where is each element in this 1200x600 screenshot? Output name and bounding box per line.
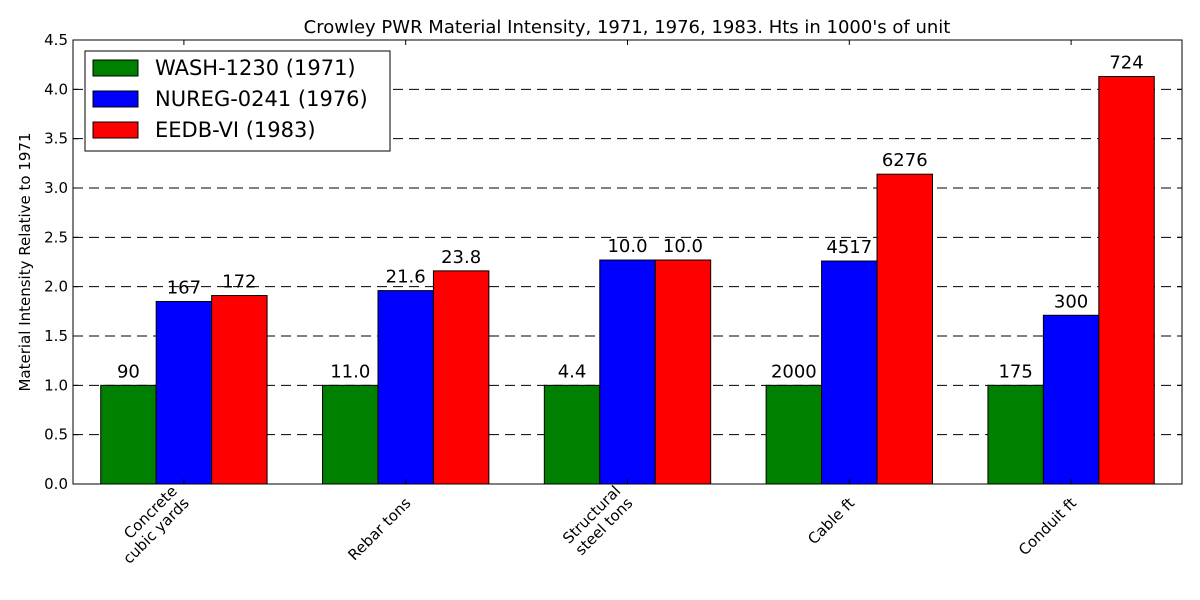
legend-label: NUREG-0241 (1976) — [155, 87, 368, 111]
bar — [654, 259, 712, 485]
bar — [1098, 76, 1155, 485]
x-tick-label-line: Rebar tons — [345, 494, 415, 564]
bar — [987, 384, 1044, 485]
data-label: 172 — [222, 272, 256, 293]
legend-swatch — [92, 59, 139, 77]
bar — [543, 384, 601, 485]
x-tick-label: Concretecubic yards — [107, 482, 193, 568]
data-labels: 90 167 172 11.0 21.6 23.8 4.4 10.0 10.0 2000 4517 6… — [117, 53, 1144, 383]
data-label: 6276 — [882, 150, 928, 171]
y-tick-label: 0.5 — [44, 426, 68, 444]
x-tick-label-line: Conduit ft — [1015, 494, 1080, 559]
chart-title: Crowley PWR Material Intensity, 1971, 19… — [304, 17, 951, 38]
legend-swatch — [92, 121, 139, 139]
bar — [876, 173, 933, 485]
x-tick-label-line: Cable ft — [804, 494, 858, 548]
legend-label: EEDB-VI (1983) — [155, 118, 316, 142]
bar — [432, 270, 490, 485]
bar — [155, 300, 213, 485]
bar — [100, 384, 157, 485]
data-label: 23.8 — [441, 247, 481, 268]
bar — [322, 384, 379, 485]
bar — [821, 260, 878, 485]
bar — [1042, 314, 1100, 485]
x-tick-label: Cable ft — [804, 494, 858, 548]
data-label: 724 — [1109, 53, 1143, 74]
data-label: 167 — [167, 277, 201, 298]
bar — [765, 384, 823, 485]
y-tick-label: 1.0 — [44, 376, 68, 394]
y-axis-ticks: 0.0 0.5 1.0 1.5 2.0 2.5 3.0 3.5 4.0 4.5 — [44, 31, 1182, 493]
y-tick-label: 3.0 — [44, 179, 68, 197]
y-tick-label: 2.0 — [44, 278, 68, 296]
data-label: 2000 — [771, 361, 817, 382]
y-tick-label: 0.0 — [44, 475, 68, 493]
bar — [211, 295, 268, 485]
x-tick-label: Structuralsteel tons — [559, 482, 636, 559]
data-label: 4517 — [826, 237, 872, 258]
data-label: 4.4 — [558, 361, 587, 382]
bars — [100, 76, 1155, 485]
legend-label: WASH-1230 (1971) — [155, 56, 356, 80]
x-tick-label: Rebar tons — [345, 494, 415, 564]
bar — [377, 290, 434, 485]
data-label: 11.0 — [330, 361, 370, 382]
x-tick-label: Conduit ft — [1015, 494, 1080, 559]
y-tick-label: 1.5 — [44, 327, 68, 345]
data-label: 10.0 — [663, 236, 703, 257]
y-axis-label: Material Intensity Relative to 1971 — [16, 132, 34, 391]
bar — [599, 259, 656, 485]
data-label: 300 — [1054, 291, 1088, 312]
y-tick-label: 4.5 — [44, 31, 68, 49]
data-label: 175 — [998, 361, 1032, 382]
data-label: 21.6 — [386, 267, 426, 288]
legend: WASH-1230 (1971) NUREG-0241 (1976) EEDB-VI… — [84, 50, 391, 152]
legend-swatch — [92, 90, 139, 108]
y-tick-label: 2.5 — [44, 228, 68, 246]
y-tick-label: 3.5 — [44, 130, 68, 148]
y-tick-label: 4.0 — [44, 80, 68, 98]
data-label: 10.0 — [607, 236, 647, 257]
data-label: 90 — [117, 361, 140, 382]
